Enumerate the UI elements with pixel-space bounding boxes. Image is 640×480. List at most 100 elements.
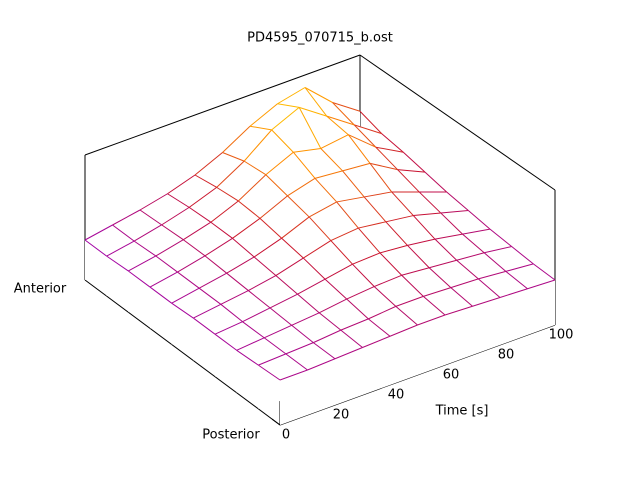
surface-cross-line [281,237,304,259]
surface-cross-line [352,263,375,287]
surface-line [346,286,375,300]
surface-cross-line [462,233,485,254]
surface-line [287,177,316,197]
surface-line [194,152,223,176]
y-axis-label: Posterior [202,428,260,443]
surface-cross-line [418,191,442,214]
surface-cross-line [391,191,414,216]
surface-cross-line [112,224,135,242]
surface-line [277,87,306,105]
surface-cross-line [84,239,107,257]
surface-cross-line [258,364,281,381]
surface-line [279,369,308,381]
surface-line [413,212,441,217]
surface-curtain [280,280,555,425]
surface-cross-line [265,174,288,197]
surface-cross-line [269,307,292,326]
surface-line [133,224,162,242]
surface-cross-line [412,215,436,240]
surface-line [330,227,359,242]
surface-line [364,191,392,198]
surface-cross-line [395,306,418,326]
surface-cross-line [198,287,222,305]
surface-cross-line [194,174,217,188]
surface-line [243,129,273,162]
surface-line [379,244,408,254]
surface-line [297,278,326,295]
surface-line [293,147,321,153]
surface-cross-line [155,255,178,273]
surface-line [423,287,451,297]
surface-line [505,263,534,272]
surface-line [456,252,485,261]
box-edge [84,279,281,426]
surface-line [216,160,245,188]
surface-cross-line [336,201,359,229]
surface-line [253,237,282,258]
surface-cross-line [324,278,348,300]
surface-cross-line [292,151,316,179]
surface-line [318,298,347,314]
surface-cross-line [259,217,283,239]
surface-cross-line [456,259,479,280]
surface-cross-line [304,87,328,117]
x-tick-label: 80 [498,348,515,363]
surface-cross-line [468,210,491,230]
surface-cross-line [533,263,556,281]
surface-line [336,196,365,203]
surface-line [214,321,243,335]
surface-cross-line [308,216,332,241]
surface-line [484,246,512,254]
surface-line [397,169,426,173]
surface-cross-line [342,170,365,198]
surface-line [362,335,391,348]
surface-cross-line [277,103,300,108]
surface-line [171,287,200,304]
surface-line [303,240,332,259]
surface-line [222,125,251,153]
surface-cross-line [332,102,355,126]
surface-line [84,224,113,241]
surface-line [304,87,333,103]
surface-cross-line [149,286,172,304]
surface-line [193,303,222,319]
surface-cross-line [369,163,393,193]
surface-line [313,329,342,344]
surface-line [271,106,300,131]
x-axis-label: Time [s] [435,404,489,419]
surface-line [354,124,382,135]
surface-cross-line [226,272,249,291]
surface-cross-line [320,148,343,172]
surface-line [226,256,255,274]
surface-cross-line [242,321,265,339]
surface-line [334,347,363,360]
surface-cross-line [177,271,200,289]
surface-cross-line [379,252,403,276]
surface-line [307,358,336,371]
surface-cross-line [340,329,363,348]
surface-cross-line [373,286,397,307]
surface-line [237,174,267,202]
surface-cross-line [232,237,255,258]
surface-cross-line [347,134,371,164]
surface-line [440,210,469,214]
surface-cross-line [106,255,129,272]
box-edge [84,54,361,156]
surface-line [407,238,436,246]
x-tick [271,418,281,426]
surface-cross-line [353,124,377,148]
surface-cross-line [171,302,194,319]
surface-cross-line [263,337,287,355]
surface-cross-line [385,221,408,246]
surface-cross-line [423,296,446,316]
surface-cross-line [511,246,534,265]
surface-line [472,297,501,307]
surface-cross-line [193,317,216,335]
surface-line [281,216,310,239]
surface-cross-line [271,129,294,153]
surface-cross-line [222,152,245,162]
surface-line [232,217,261,239]
surface-cross-line [214,333,237,351]
surface-cross-line [133,240,157,257]
